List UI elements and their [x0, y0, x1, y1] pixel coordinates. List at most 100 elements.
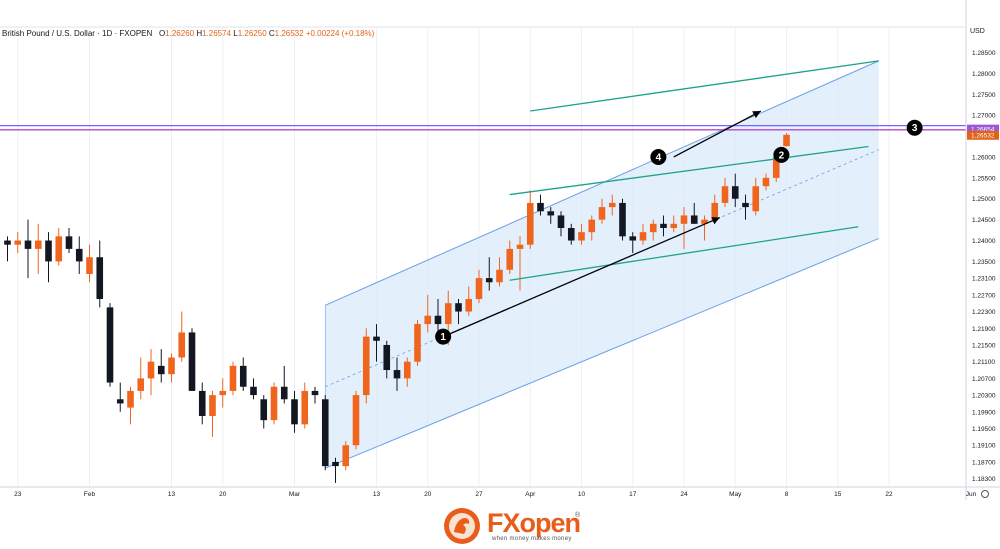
candle [250, 378, 257, 400]
candle [116, 382, 124, 412]
symbol-header: British Pound / U.S. Dollar · 1D · FXOPE… [2, 29, 375, 38]
currency-label[interactable]: USD [970, 28, 985, 35]
x-tick-label: 20 [219, 491, 227, 498]
candle [752, 177, 760, 216]
candle-body [260, 399, 268, 421]
x-tick-label: 17 [629, 491, 637, 498]
arrow-line [447, 216, 721, 336]
candle-body [4, 240, 11, 245]
candle [485, 257, 493, 291]
candle-body [598, 207, 606, 220]
settings-gear-icon[interactable] [981, 490, 989, 498]
candle-body [311, 390, 319, 396]
candle-body [557, 215, 565, 228]
y-tick-label: 1.24500 [972, 217, 996, 224]
candle-body [701, 219, 708, 224]
candle [639, 223, 647, 245]
candle [96, 240, 104, 308]
arrow-line [673, 110, 762, 158]
candle-body [752, 186, 760, 212]
y-tick-label: 1.22300 [972, 309, 996, 316]
candle-body [342, 445, 350, 467]
x-tick-label: May [729, 491, 742, 498]
candle [475, 269, 483, 304]
candle [178, 311, 186, 362]
candle-body [393, 370, 401, 379]
y-tick-label: 1.21900 [972, 326, 996, 333]
candle [291, 390, 298, 433]
candle-body [455, 303, 462, 312]
candle [14, 232, 22, 254]
brand-name: FXopen [487, 508, 581, 538]
numbered-marker: 3 [906, 119, 923, 136]
candle-body [321, 399, 329, 467]
candle-body [711, 202, 719, 220]
candle-body [414, 324, 421, 362]
y-tick-label: 1.28500 [972, 50, 996, 57]
candle-body [506, 248, 514, 270]
candle-body [301, 390, 309, 425]
candle-body [547, 211, 555, 216]
y-tick-label: 1.19100 [972, 443, 996, 450]
candle-body [670, 223, 678, 228]
candle [24, 219, 32, 279]
candle [414, 319, 421, 366]
candle [321, 395, 329, 471]
candle-body [783, 134, 790, 147]
candle-body [65, 236, 73, 249]
candle-body [86, 257, 93, 274]
x-tick-label: 22 [885, 491, 893, 498]
candle [506, 240, 514, 274]
regression-channel-fill [325, 60, 879, 469]
candle [157, 349, 165, 383]
candle [424, 294, 432, 333]
candle-body [649, 223, 657, 233]
candle [106, 303, 114, 387]
prev-price-tag: 1.26654 [967, 124, 999, 134]
candle-body [45, 240, 52, 262]
current-price-tag: 1.26532 [967, 130, 999, 140]
candle-body [639, 232, 647, 241]
candle-body [127, 390, 134, 408]
y-tick-label: 1.25000 [972, 196, 996, 203]
candle [496, 257, 503, 287]
x-tick-label: 27 [475, 491, 483, 498]
y-tick-label: 1.26000 [972, 154, 996, 161]
y-tick-label: 1.21100 [972, 359, 995, 366]
marker-label: 1 [440, 332, 446, 343]
candle-body [496, 269, 503, 283]
candle-body [424, 315, 432, 325]
candle [65, 227, 73, 254]
candle-body [229, 365, 237, 391]
candle [434, 299, 442, 333]
candle [762, 173, 770, 191]
x-tick-label: Mar [289, 491, 301, 498]
candle-body [660, 223, 667, 228]
fxopen-logo-icon [444, 508, 480, 544]
candle-body [291, 399, 298, 425]
candle [660, 215, 667, 237]
candle [690, 202, 698, 224]
candle [731, 173, 739, 208]
symbol-name: British Pound / U.S. Dollar · 1D · FXOPE… [2, 29, 153, 38]
candle-body [362, 336, 370, 396]
candle-body [465, 299, 473, 312]
candle [619, 198, 626, 241]
candle [260, 395, 268, 429]
marker-circle [435, 328, 452, 345]
candle-body [578, 232, 585, 241]
candle [383, 340, 391, 379]
x-tick-label: 23 [14, 491, 22, 498]
candle [362, 328, 370, 404]
candle [55, 227, 63, 266]
candle-body [690, 215, 698, 224]
candle-body [270, 386, 278, 421]
change-value: +0.00224 (+0.18%) [305, 29, 375, 38]
close-value: 1.26532 [274, 29, 304, 38]
y-tick-label: 1.20700 [972, 376, 996, 383]
y-tick-label: 1.21500 [972, 342, 996, 349]
candle [188, 328, 196, 391]
candle-body [96, 257, 104, 300]
candle-body [608, 202, 616, 208]
